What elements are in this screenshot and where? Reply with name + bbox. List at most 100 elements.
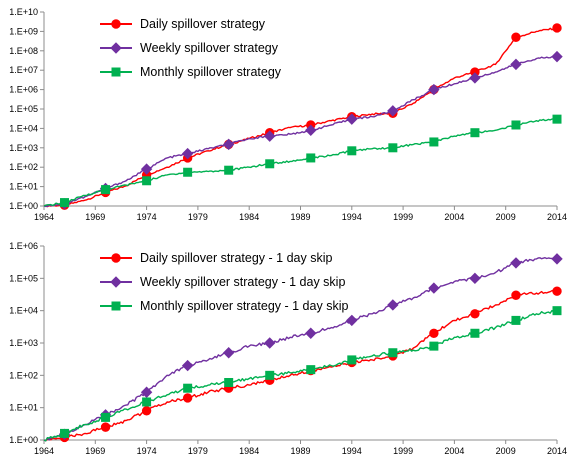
data-point-circle [511, 32, 521, 42]
x-tick-label: 1974 [137, 212, 157, 222]
data-point-square [388, 143, 398, 153]
data-point-circle [429, 328, 439, 338]
data-point-circle [470, 309, 480, 319]
data-point-square [101, 412, 111, 422]
legend-marker-diamond [110, 276, 122, 288]
x-tick-label: 2004 [444, 446, 464, 456]
data-point-square [429, 341, 439, 351]
x-tick-label: 1964 [34, 446, 54, 456]
data-point-square [552, 306, 562, 316]
data-point-square [470, 328, 480, 338]
x-tick-label: 2009 [496, 212, 516, 222]
x-tick-label: 1979 [188, 446, 208, 456]
data-point-square [224, 378, 234, 388]
data-point-circle [552, 286, 562, 296]
series-line-circle [43, 290, 558, 442]
y-tick-label: 1.E+10 [9, 7, 38, 17]
data-point-diamond [387, 105, 399, 117]
x-tick-label: 1989 [290, 212, 310, 222]
data-point-diamond [264, 130, 276, 142]
data-point-square [265, 159, 275, 169]
data-point-square [142, 397, 152, 407]
legend-marker-diamond [110, 42, 122, 54]
data-point-diamond [222, 347, 235, 359]
legend-label: Weekly spillover strategy - 1 day skip [140, 275, 345, 289]
data-point-diamond [140, 163, 153, 175]
y-tick-label: 1.E+01 [9, 182, 38, 192]
data-point-square [470, 128, 480, 138]
legend-label: Monthly spillover strategy [140, 65, 282, 79]
y-tick-label: 1.E+03 [9, 143, 38, 153]
data-point-diamond [140, 386, 153, 398]
data-point-square [347, 355, 357, 365]
data-point-diamond [510, 257, 522, 269]
data-point-circle [511, 290, 521, 300]
data-point-diamond [428, 83, 440, 96]
x-tick-label: 1969 [85, 212, 105, 222]
x-tick-label: 1984 [239, 446, 259, 456]
data-point-diamond [469, 72, 481, 84]
data-point-diamond [551, 50, 563, 63]
x-tick-label: 1974 [137, 446, 157, 456]
data-point-square [429, 137, 439, 147]
x-tick-label: 1999 [393, 212, 413, 222]
x-tick-label: 2014 [547, 212, 567, 222]
data-point-square [306, 153, 316, 163]
data-point-square [552, 114, 562, 124]
x-tick-label: 1999 [393, 446, 413, 456]
y-tick-label: 1.E+09 [9, 26, 38, 36]
data-point-square [388, 348, 398, 358]
data-point-diamond [181, 147, 194, 160]
y-tick-label: 1.E+02 [9, 370, 38, 380]
x-tick-label: 1994 [342, 212, 362, 222]
y-tick-label: 1.E+05 [9, 104, 38, 114]
chart-one-day-skip: 1.E+00 1.E+01 1.E+02 1.E+03 1.E+04 1.E+05 1.E+… [9, 241, 567, 456]
data-point-diamond [222, 138, 235, 151]
legend-marker-circle [111, 253, 121, 263]
y-tick-label: 1.E+06 [9, 85, 38, 95]
series-line-square [43, 309, 558, 442]
y-tick-label: 1.E+08 [9, 46, 38, 56]
data-point-square [511, 315, 521, 325]
y-tick-label: 1.E+00 [9, 435, 38, 445]
data-point-diamond [510, 58, 522, 71]
x-tick-label: 2014 [547, 446, 567, 456]
data-point-circle [182, 393, 193, 403]
data-point-circle [141, 406, 152, 416]
data-point-square [347, 146, 357, 156]
data-point-square [306, 365, 316, 375]
x-tick-label: 1984 [239, 212, 259, 222]
data-point-diamond [469, 272, 481, 285]
data-point-diamond [305, 327, 317, 339]
x-tick-label: 2004 [444, 212, 464, 222]
y-tick-label: 1.E+00 [9, 201, 38, 211]
data-point-square [265, 370, 275, 380]
chart-weekly-daily-monthly: 1.E+00 1.E+01 1.E+02 1.E+03 1.E+04 1.E+05 1.E+… [9, 7, 567, 222]
legend-marker-circle [111, 19, 121, 29]
data-point-square [511, 120, 521, 130]
legend-marker-square [111, 301, 121, 311]
legend-label: Daily spillover strategy - 1 day skip [140, 251, 332, 265]
data-point-diamond [551, 253, 563, 265]
data-point-diamond [305, 124, 317, 136]
x-tick-label: 1994 [342, 446, 362, 456]
data-point-diamond [181, 359, 194, 372]
data-point-square [183, 383, 193, 393]
data-point-square [142, 176, 152, 186]
y-tick-label: 1.E+05 [9, 273, 38, 283]
legend-marker-square [111, 67, 121, 77]
x-tick-label: 1969 [85, 446, 105, 456]
data-point-diamond [428, 282, 440, 294]
data-point-diamond [346, 113, 358, 125]
y-tick-label: 1.E+03 [9, 338, 38, 348]
data-point-square [224, 165, 234, 175]
data-point-diamond [264, 337, 276, 349]
y-tick-label: 1.E+01 [9, 403, 38, 413]
x-tick-label: 1989 [290, 446, 310, 456]
x-tick-label: 1964 [34, 212, 54, 222]
data-point-square [183, 167, 193, 177]
y-tick-label: 1.E+02 [9, 162, 38, 172]
data-point-circle [552, 23, 562, 33]
x-tick-label: 1979 [188, 212, 208, 222]
